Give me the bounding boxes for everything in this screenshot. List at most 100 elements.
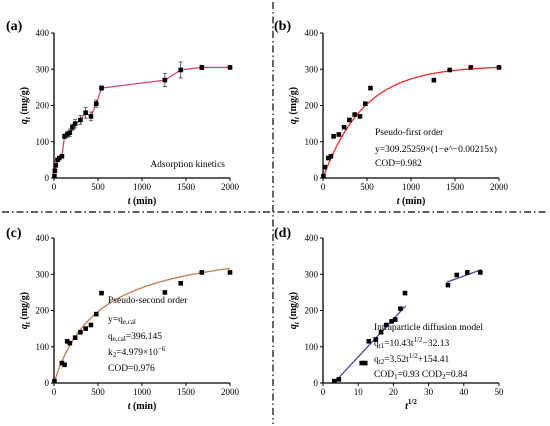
qe-var: q — [108, 332, 113, 342]
cod1-sub: 1 — [394, 373, 398, 381]
eq2-coef: =3.52t — [384, 355, 409, 365]
data-point — [52, 173, 57, 179]
y-tick-label: 300 — [36, 269, 50, 279]
eq1-exp: 1/2 — [414, 336, 423, 344]
x-tick-label: 30 — [424, 387, 434, 397]
annotation-title: Pseudo-second order — [108, 296, 188, 306]
data-point — [88, 322, 94, 328]
data-point — [328, 153, 334, 159]
data-point — [398, 306, 403, 311]
data-point — [72, 335, 78, 340]
y-tick-label: 300 — [36, 64, 50, 74]
y-tick-label: 0 — [314, 378, 319, 388]
x-axis-label-var: t — [405, 401, 409, 412]
cod2-sub: 2 — [442, 373, 446, 381]
data-point — [62, 134, 67, 139]
data-point — [88, 114, 94, 119]
data-point — [53, 163, 59, 168]
y-axis-label: qt (mg/g) — [19, 292, 32, 329]
data-point — [496, 65, 502, 70]
data-point — [199, 270, 205, 275]
y-tick-label: 100 — [36, 342, 50, 352]
y-axis-label-sub: t — [293, 116, 301, 119]
y-axis-label-sub: t — [24, 321, 32, 324]
fit-line — [446, 268, 482, 283]
data-point — [368, 85, 373, 91]
data-point — [331, 134, 336, 139]
data-point — [468, 65, 474, 70]
data-point — [352, 112, 357, 117]
y-axis-label-var: q — [288, 324, 299, 329]
x-tick-label: 2000 — [490, 182, 509, 192]
x-tick-label: 500 — [91, 182, 105, 192]
data-point — [366, 339, 372, 344]
data-point — [373, 337, 379, 342]
x-tick-label: 2000 — [221, 387, 240, 397]
panel-c: (c) 0 500 1000 1500 2000 0 100 200 300 400 t (min) q… — [6, 226, 240, 412]
y-tick-label: 200 — [305, 101, 319, 111]
data-point — [478, 270, 483, 275]
qe-sub: e,cal — [113, 335, 126, 343]
data-point — [62, 362, 67, 368]
panel-label: (b) — [274, 19, 291, 34]
data-point — [64, 132, 70, 137]
x-axis-label: t (min) — [397, 196, 426, 207]
data-point — [178, 281, 184, 286]
x-tick-label: 1000 — [133, 182, 152, 192]
y-tick-label: 0 — [45, 378, 50, 388]
data-point — [70, 124, 75, 130]
x-axis-label-var: t — [128, 196, 132, 207]
data-point — [392, 317, 398, 322]
eq-sub: e,cal — [123, 318, 136, 326]
data-point — [362, 101, 368, 106]
data-point — [384, 322, 389, 328]
x-axis-label-exponent: 1/2 — [408, 398, 417, 406]
data-point — [322, 164, 328, 170]
data-point — [93, 311, 99, 317]
k-exp: −6 — [158, 345, 166, 353]
x-tick-label: 0 — [52, 387, 57, 397]
data-point — [347, 117, 352, 123]
data-point — [99, 290, 104, 296]
y-tick-label: 0 — [314, 173, 319, 183]
data-point — [67, 130, 73, 135]
x-axis-label: t1/2 — [405, 398, 417, 412]
data-point — [227, 65, 233, 70]
data-point — [227, 270, 233, 275]
data-point — [99, 85, 104, 91]
y-tick-label: 400 — [36, 233, 50, 243]
y-tick-label: 100 — [305, 342, 319, 352]
data-point — [321, 173, 326, 179]
data-point — [93, 101, 99, 106]
y-axis-label-sub: t — [24, 116, 32, 119]
data-point — [59, 153, 65, 159]
data-point — [178, 67, 184, 73]
k-val: =4.979×10 — [116, 348, 158, 358]
data-point — [83, 110, 88, 116]
y-axis-label-sub: t — [293, 321, 301, 324]
data-point — [64, 339, 70, 344]
x-axis-label-var: t — [128, 401, 132, 412]
eq2-int: +154.41 — [418, 355, 450, 365]
panel-label: (d) — [274, 226, 291, 241]
data-point — [359, 360, 365, 366]
data-point — [336, 377, 342, 382]
x-tick-label: 1500 — [177, 387, 196, 397]
x-axis-label-unit: (min) — [399, 196, 425, 207]
x-axis-label-unit: (min) — [130, 196, 156, 207]
annotation-equation: y=309.25259×(1−e^−0.00215x) — [375, 144, 497, 155]
y-tick-label: 300 — [305, 64, 319, 74]
data-point — [431, 77, 437, 83]
y-axis-label-var: q — [288, 119, 299, 124]
eq2-sub: t2 — [379, 358, 385, 366]
annotation-equation: y=qe,cal — [108, 315, 136, 326]
data-point — [389, 319, 394, 324]
cod1-val: =0.93 COD — [398, 370, 443, 380]
x-tick-label: 1500 — [446, 182, 465, 192]
data-point — [378, 329, 384, 335]
y-tick-label: 100 — [36, 137, 50, 147]
x-tick-label: 1000 — [402, 182, 421, 192]
eq1-sub: t1 — [379, 342, 385, 350]
data-point — [357, 114, 363, 119]
